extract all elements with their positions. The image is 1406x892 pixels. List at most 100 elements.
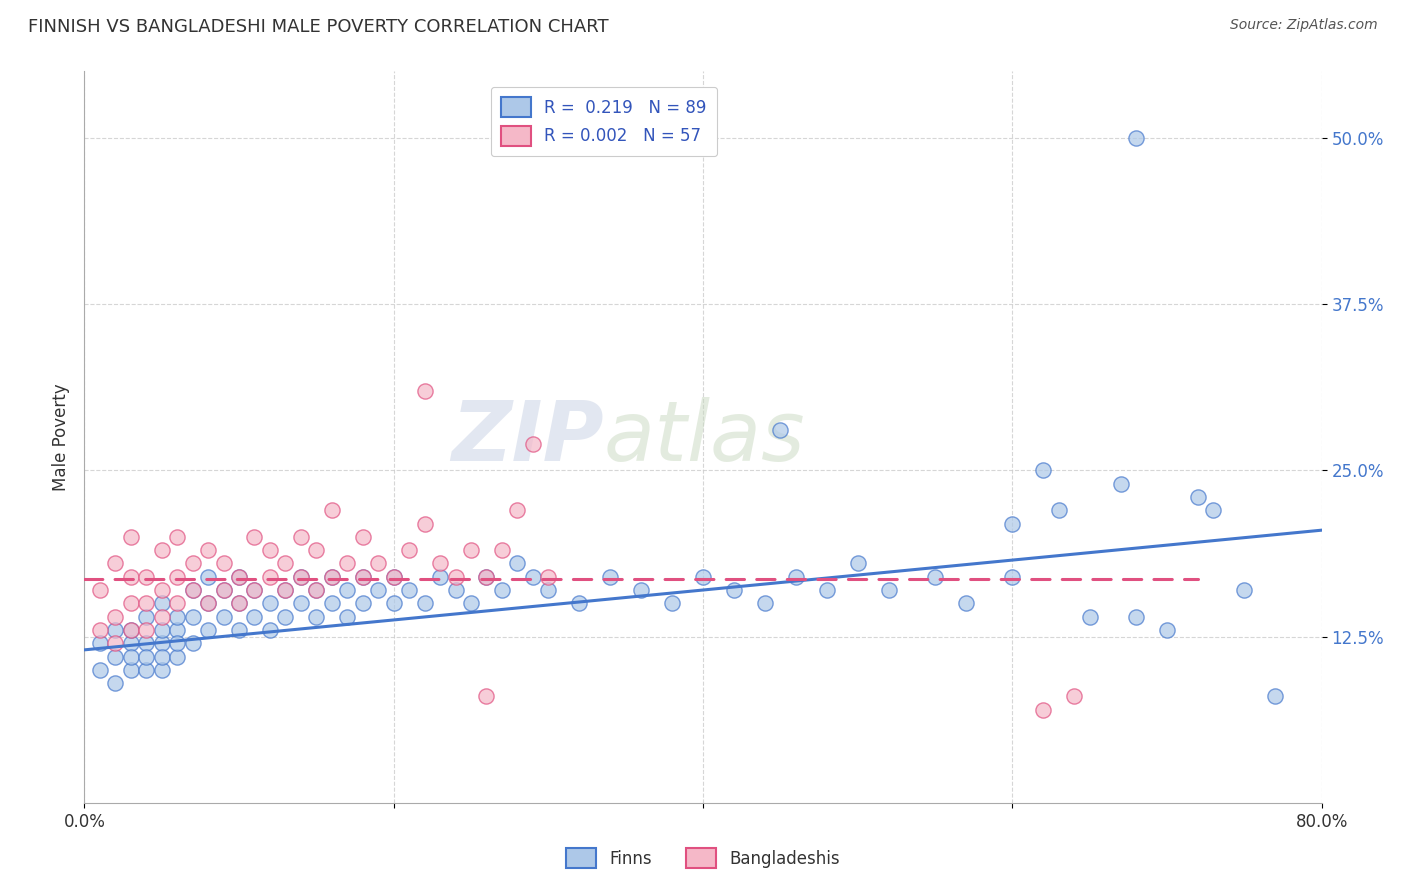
- Point: [444, 582, 467, 597]
- Point: [104, 636, 127, 650]
- Text: ZIP: ZIP: [451, 397, 605, 477]
- Point: [243, 582, 266, 597]
- Text: atlas: atlas: [605, 397, 806, 477]
- Point: [1032, 703, 1054, 717]
- Point: [166, 530, 188, 544]
- Point: [150, 582, 173, 597]
- Point: [352, 570, 374, 584]
- Point: [321, 596, 343, 610]
- Point: [537, 570, 560, 584]
- Point: [274, 582, 297, 597]
- Point: [444, 570, 467, 584]
- Point: [460, 543, 482, 558]
- Point: [135, 663, 157, 677]
- Point: [259, 623, 281, 637]
- Point: [475, 570, 498, 584]
- Point: [754, 596, 776, 610]
- Point: [197, 596, 219, 610]
- Point: [568, 596, 591, 610]
- Point: [290, 570, 312, 584]
- Point: [104, 623, 127, 637]
- Point: [89, 636, 111, 650]
- Point: [599, 570, 621, 584]
- Point: [212, 609, 235, 624]
- Point: [259, 570, 281, 584]
- Point: [352, 570, 374, 584]
- Point: [89, 623, 111, 637]
- Point: [120, 596, 142, 610]
- Point: [1187, 490, 1209, 504]
- Point: [166, 649, 188, 664]
- Point: [1032, 463, 1054, 477]
- Point: [321, 503, 343, 517]
- Point: [135, 570, 157, 584]
- Point: [150, 663, 173, 677]
- Point: [181, 609, 204, 624]
- Point: [274, 582, 297, 597]
- Point: [336, 582, 359, 597]
- Point: [228, 596, 250, 610]
- Point: [367, 582, 389, 597]
- Point: [769, 424, 792, 438]
- Point: [212, 582, 235, 597]
- Point: [846, 557, 869, 571]
- Point: [398, 543, 420, 558]
- Point: [197, 596, 219, 610]
- Point: [135, 623, 157, 637]
- Point: [243, 582, 266, 597]
- Point: [336, 557, 359, 571]
- Point: [1202, 503, 1225, 517]
- Point: [135, 649, 157, 664]
- Point: [1047, 503, 1070, 517]
- Point: [104, 557, 127, 571]
- Point: [413, 516, 436, 531]
- Point: [321, 570, 343, 584]
- Y-axis label: Male Poverty: Male Poverty: [52, 384, 70, 491]
- Point: [120, 570, 142, 584]
- Point: [120, 623, 142, 637]
- Point: [274, 557, 297, 571]
- Point: [197, 623, 219, 637]
- Point: [305, 543, 328, 558]
- Point: [1264, 690, 1286, 704]
- Point: [166, 570, 188, 584]
- Point: [475, 690, 498, 704]
- Point: [352, 530, 374, 544]
- Point: [352, 596, 374, 610]
- Text: FINNISH VS BANGLADESHI MALE POVERTY CORRELATION CHART: FINNISH VS BANGLADESHI MALE POVERTY CORR…: [28, 18, 609, 36]
- Point: [120, 636, 142, 650]
- Point: [259, 596, 281, 610]
- Point: [924, 570, 946, 584]
- Point: [815, 582, 838, 597]
- Point: [89, 663, 111, 677]
- Point: [104, 609, 127, 624]
- Point: [166, 596, 188, 610]
- Point: [1078, 609, 1101, 624]
- Point: [228, 596, 250, 610]
- Point: [120, 649, 142, 664]
- Point: [290, 530, 312, 544]
- Point: [475, 570, 498, 584]
- Point: [212, 582, 235, 597]
- Point: [630, 582, 652, 597]
- Point: [89, 582, 111, 597]
- Point: [104, 649, 127, 664]
- Point: [491, 582, 513, 597]
- Point: [150, 596, 173, 610]
- Point: [120, 623, 142, 637]
- Point: [382, 596, 405, 610]
- Point: [429, 570, 451, 584]
- Point: [181, 582, 204, 597]
- Point: [382, 570, 405, 584]
- Point: [150, 623, 173, 637]
- Text: Source: ZipAtlas.com: Source: ZipAtlas.com: [1230, 18, 1378, 32]
- Point: [243, 609, 266, 624]
- Point: [166, 636, 188, 650]
- Point: [290, 570, 312, 584]
- Point: [413, 596, 436, 610]
- Point: [305, 582, 328, 597]
- Point: [228, 570, 250, 584]
- Point: [785, 570, 807, 584]
- Point: [382, 570, 405, 584]
- Point: [181, 636, 204, 650]
